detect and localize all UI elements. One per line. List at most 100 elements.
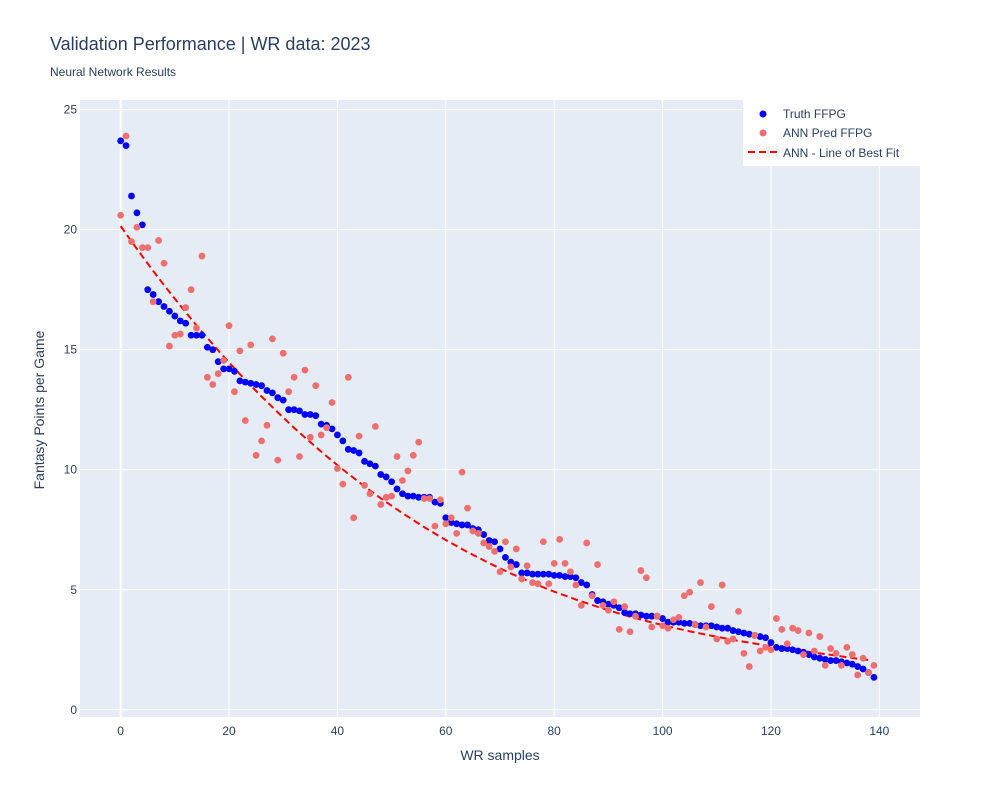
pred-point [274,456,282,464]
truth-point [572,574,580,582]
pred-point [816,633,824,640]
truth-point [556,571,564,579]
pred-point [404,467,412,475]
legend-truth-label: Truth FFPG [783,107,846,121]
truth-point [512,561,520,568]
pred-point [588,592,596,600]
legend-item-truth[interactable]: Truth FFPG [759,107,846,121]
x-tick-label: 0 [117,724,124,738]
pred-point [323,424,330,432]
truth-point [539,570,547,578]
pred-point [171,331,179,339]
truth-point [675,618,683,626]
truth-point [762,634,769,642]
pred-point [415,438,423,446]
truth-point [805,651,813,658]
truth-point [279,396,287,404]
pred-point [740,649,748,657]
truth-point [843,659,851,667]
pred-point [214,370,222,378]
truth-point [209,346,217,354]
legend[interactable]: Truth FFPG ANN Pred FFPG ANN - Line of B… [743,100,920,166]
truth-point [561,573,569,580]
legend-item-pred[interactable]: ANN Pred FFPG [759,126,873,140]
pred-point [393,453,401,460]
truth-point [241,378,249,386]
truth-point [355,449,363,457]
pred-point [355,432,363,440]
pred-point [789,624,797,632]
pred-point [594,561,601,568]
truth-point [810,653,818,661]
truth-point [258,382,265,390]
pred-point [713,635,721,643]
pred-point [729,635,737,643]
truth-point [404,492,412,500]
truth-point [626,610,634,618]
truth-point [453,520,461,528]
pred-point [122,132,130,140]
pred-point [339,480,347,488]
truth-point [344,445,352,453]
x-tick-label: 60 [439,724,453,738]
truth-point [339,437,347,445]
truth-point [117,137,125,145]
truth-point [496,545,504,553]
truth-point [366,460,374,468]
pred-point [279,349,287,357]
pred-point [539,538,547,546]
pred-point [252,451,260,459]
truth-point [621,609,629,616]
pred-point [604,606,612,614]
pred-point [670,616,677,624]
pred-point [464,504,471,512]
truth-point [816,654,824,662]
truth-point [393,485,401,493]
pred-point [312,382,320,390]
pred-point [529,579,536,586]
pred-point [577,601,585,609]
pred-point [268,335,276,343]
pred-point [778,625,786,633]
pred-point [469,527,477,535]
pred-point [648,623,656,631]
truth-point [664,618,672,626]
legend-pred-label: ANN Pred FFPG [783,126,872,140]
pred-point [621,603,629,610]
truth-point [583,581,591,589]
legend-fit-label: ANN - Line of Best Fit [783,146,900,160]
pred-point [458,468,466,476]
pred-point [225,322,233,330]
pred-point [285,388,293,396]
truth-point [480,531,488,538]
pred-point [854,671,862,679]
truth-point [133,209,141,217]
pred-point [258,437,265,445]
truth-point [464,521,471,529]
truth-point [193,331,200,339]
truth-point [458,521,466,529]
pred-point [545,580,553,588]
x-axis-title: WR samples [460,747,539,763]
truth-point [263,387,271,394]
pred-point [420,495,428,502]
pred-point [182,304,190,312]
truth-point [713,623,721,631]
pred-point [507,563,515,571]
pred-point [306,433,314,441]
truth-point [534,570,542,578]
pred-point [800,651,807,658]
pred-point [220,357,228,364]
pred-point [691,621,699,628]
legend-item-fit[interactable]: ANN - Line of Best Fit [748,146,900,160]
y-tick-label: 5 [70,583,77,597]
truth-point [502,553,509,561]
pred-point [680,592,688,600]
pred-point [735,607,742,615]
pred-point [707,603,715,610]
pred-point [236,347,244,355]
pred-point [453,529,461,537]
pred-point [399,477,406,484]
pred-point [767,646,775,654]
pred-point [133,223,141,231]
